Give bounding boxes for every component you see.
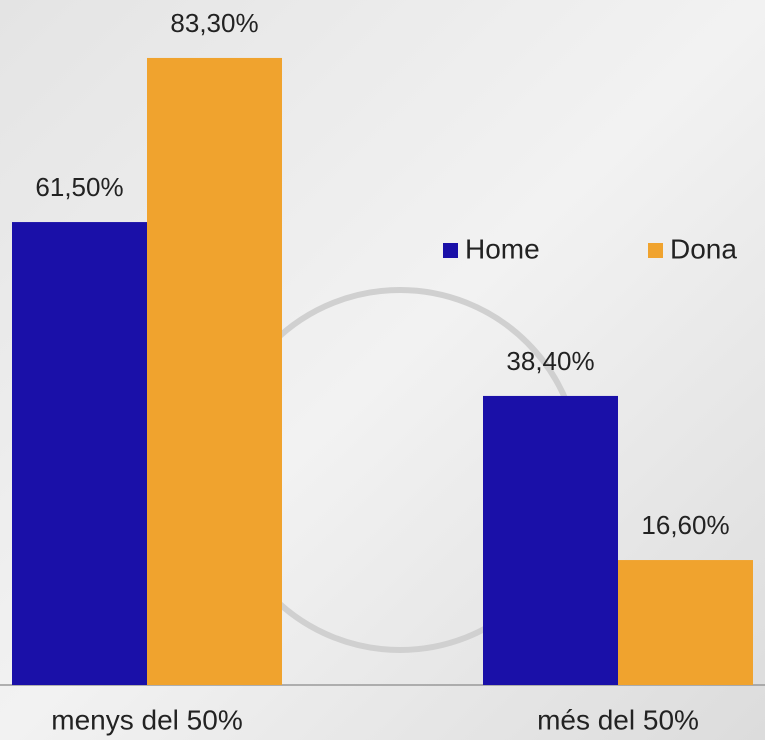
x-tick-label: menys del 50% xyxy=(51,704,242,735)
bar xyxy=(483,395,618,685)
legend-swatch xyxy=(648,243,663,258)
legend-swatch xyxy=(443,243,458,258)
value-label: 38,40% xyxy=(506,346,594,376)
value-label: 16,60% xyxy=(641,510,729,540)
legend-label: Home xyxy=(465,233,540,264)
value-label: 61,50% xyxy=(35,172,123,202)
x-tick-label: més del 50% xyxy=(537,704,699,735)
legend-label: Dona xyxy=(670,233,737,264)
value-label: 83,30% xyxy=(170,8,258,38)
bar xyxy=(147,57,282,685)
bar xyxy=(12,222,147,686)
bar xyxy=(618,560,753,685)
